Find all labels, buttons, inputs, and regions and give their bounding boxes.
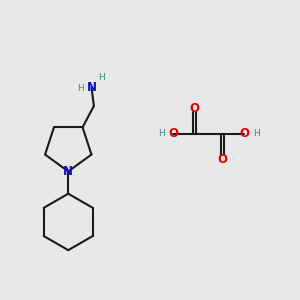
Text: H: H [77,84,84,93]
Text: N: N [86,81,97,94]
Text: N: N [63,165,73,178]
Text: O: O [218,153,228,166]
Text: H: H [98,74,104,82]
Text: H: H [253,129,260,138]
Text: O: O [168,127,178,140]
Text: O: O [190,102,200,115]
Text: O: O [239,127,249,140]
Text: H: H [158,129,165,138]
